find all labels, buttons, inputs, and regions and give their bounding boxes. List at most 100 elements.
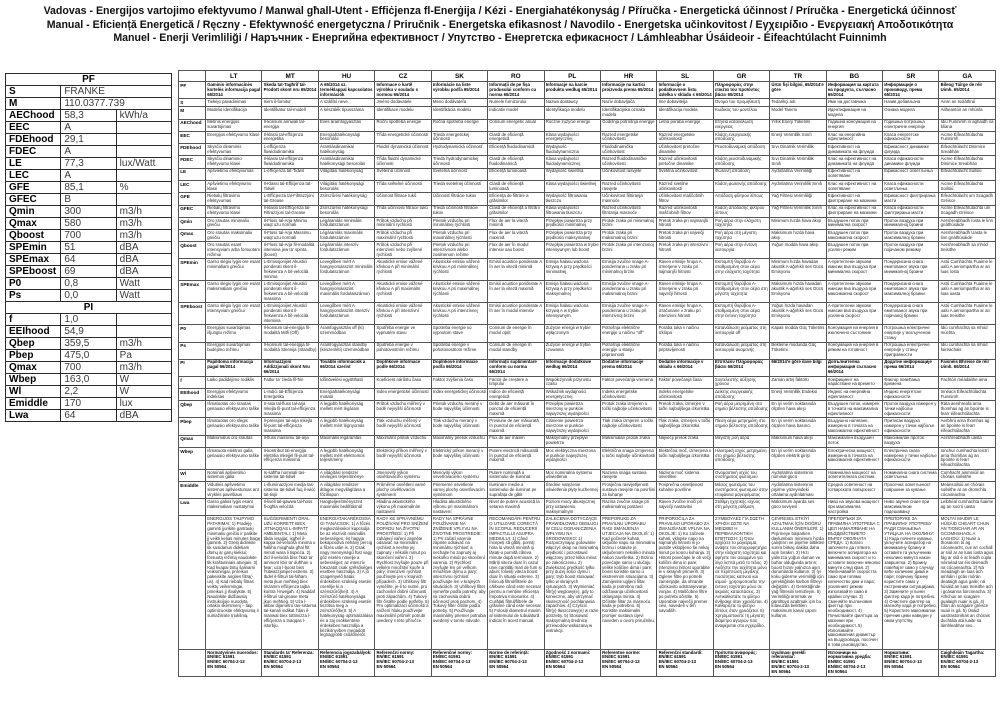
translation-row: SPEmin Garso slėgio lygis ore esant minim… — [178, 258, 996, 282]
param-value: 51 — [60, 241, 117, 254]
translation-cell: Въздушен поток при минимална скорост — [825, 216, 884, 231]
translation-cell: Emisja hałasu ważona krzywą A w trybie i… — [543, 302, 601, 326]
param-code: Qmax — [4, 217, 62, 230]
translation-cell: Ознака модела — [882, 106, 940, 120]
param-code: GFEC — [4, 193, 62, 206]
title-line-2: Manual - Eficiență Energetică / Ręczny -… — [46, 18, 954, 31]
translation-cell: Просечна осветљеност површине за кување — [882, 481, 940, 500]
translation-cell: L-Emissjonijiet Akustiċi ponderati skont… — [261, 258, 319, 282]
language-header: SL — [656, 69, 714, 83]
translation-cell: Maximálny prietok vzduchu — [430, 434, 489, 448]
row-code: Qmin — [178, 216, 206, 231]
translation-cell: ΣΥΜΒΟΥΛΕΣ ΓΙΑ ΣΩΣΤΗ ΧΡΗΣΗ ΩΣΤΕ ΝΑ ΜΕΙΩΘΕ… — [712, 515, 771, 650]
translation-cell: Нормативи: EN/IEC 61591 EN/IEC 60704-2-1… — [882, 648, 940, 677]
translation-cell: Hladina akustického výkonu pri maximálno… — [430, 498, 489, 517]
param-row: S FRANKE — [4, 85, 172, 98]
translation-cell: Poraba toka v načinu pripravljenosti — [656, 341, 714, 360]
translation-cell: Gaminio informacinės kortelės informacij… — [204, 81, 263, 100]
translation-cell: Identifikacija modela — [656, 106, 714, 120]
translation-cell: Przepływ powietrza przy prędkości minima… — [543, 216, 601, 231]
language-header: GR — [712, 69, 771, 83]
row-code: AEChood — [178, 118, 206, 132]
translation-cell: Класа ефикасности динамике флуида — [882, 155, 940, 169]
translation-cell: Innéacs Éifeachtúlachta Fuinnimh — [938, 388, 996, 402]
translation-cell: Consum energetic anual — [487, 118, 545, 132]
translation-cell: Emisija zvučne snage A-ponderirana u zra… — [599, 302, 658, 326]
translation-cell: Проток ваздуха при максималној брзини — [882, 229, 940, 243]
translation-cell: Vidutinis apšvietimo sistemos apšviestum… — [204, 481, 263, 500]
translation-cell: Referenční normy: EN/IEC 61591 EN/IEC 60… — [374, 648, 432, 677]
translation-cell: Clasă de eficiență luminoasă — [487, 179, 545, 194]
translation-cell: RADY NA SPRÁVNE POUŽÍVANIE NA ZNÍŽENIE V… — [430, 515, 489, 650]
translation-cell: Éifeachtúlacht um Scagadh Gréisce — [938, 192, 996, 206]
translation-cell: Numele furnizorului — [487, 98, 545, 108]
translation-cell: Putere electrică măsurată în punctul de … — [487, 446, 545, 470]
translation-cell: Akustické emise vážené křivkou A při int… — [374, 302, 432, 326]
translation-cell: Ídiú Fuinnimh in aghaidh na bliana — [938, 118, 996, 132]
translation-cell: Ефикасност динамике флуида — [882, 143, 940, 157]
translation-cell: RECOMANDĂRI PENTRU O UTILIZARE CORECTĂ Î… — [487, 515, 545, 650]
param-row: SPEmax 64 dBA — [4, 253, 173, 266]
translation-cell: Il-klassi tal-effiċjenza enerġetika — [261, 130, 319, 145]
param-value: A — [60, 169, 117, 182]
translation-cell: Razred učinkovitosti maščobnih filtrov — [656, 204, 714, 218]
translation-cell: Bekleme modunda Güç Tüketimi — [769, 341, 827, 360]
translation-cell: Is-saħħa nominali tas-sistema tat-tidwil — [261, 468, 319, 483]
param-row: Emiddle 170 lux — [4, 397, 173, 410]
translation-cell: Επιπλέον Πληροφορίες βάσει 66/2014 — [712, 358, 771, 377]
translation-cell: Apšvietimo efektyvumas — [204, 167, 263, 181]
translation-cell: Skysčio dinaminis efektyvumas — [204, 143, 263, 157]
translation-cell: Energiahatékonysági besorolás — [317, 130, 376, 145]
translation-cell: Przepływ powietrza mierzony w punkcie na… — [543, 400, 601, 419]
translation-row: ENERGIJOS TAUPYMO PATARIMAI: 1) Pradėję … — [178, 515, 996, 650]
param-value: 54,9 — [60, 325, 117, 338]
translation-cell: Il-pressjoni tal-arja mkejla fil-punt ta… — [261, 417, 319, 436]
translation-cell: Roczne zużycie energii — [543, 118, 601, 132]
translation-cell: Годишна консумация на енергия — [825, 118, 884, 132]
translation-cell: Il-klassi tal-Effiċjenza tal-Filtrazzjon… — [261, 204, 319, 218]
translation-cell: További információk a 66/2014 szerint — [317, 358, 376, 377]
translation-cell: ENERGIJOS TAUPYMO PATARIMAI: 1) Pradėję … — [204, 515, 263, 650]
param-row: FDEhood 29,1 — [4, 133, 173, 146]
translation-cell: Il-fluss massimu tal-arja — [261, 434, 319, 448]
row-code: FDEC — [178, 155, 206, 169]
translation-row: EEC Energijos efektyvumo klasė Il-klassi t… — [178, 130, 996, 145]
translation-cell: Isem il-fornitur — [261, 98, 319, 108]
translation-cell: Μέσος φωτισμός του συστήματος φωτισμού σ… — [712, 481, 771, 500]
param-value: 1,0 — [60, 313, 117, 326]
translation-cell: Ürün fişi bilgisi, 65/2014'e göre — [769, 81, 827, 100]
translation-cell: Akustické emise vážené křivkou A při min… — [374, 258, 432, 282]
param-row: Qboost 700 m3/h — [4, 229, 173, 242]
translation-row: LEC Apšvietimo efektyvumo klasė Il-Klassi … — [178, 179, 996, 194]
translation-cell: Aicme Éifeachtúlachta um Scagadh Gréisce — [938, 204, 996, 218]
param-code: SPEmax — [4, 253, 62, 266]
param-unit: m3/h — [115, 217, 173, 230]
param-code: Emiddle — [4, 397, 62, 410]
translation-cell: Il-konsum tal-enerġija fil-modalità Mitf… — [261, 324, 319, 343]
translation-cell: Razina zvučne snage pri maksimalnoj post… — [599, 498, 658, 517]
param-value: 2,2 — [60, 385, 117, 398]
translation-cell: Světelná účinnost — [374, 167, 432, 181]
translation-cell: Razred energetske učinkovitosti — [599, 130, 658, 145]
translation-cell: Ροή αέρα στην ελάχιστη ταχύτητα — [712, 216, 771, 231]
translation-cell: En iyi verim noktasında ölçülen hava bas… — [769, 417, 827, 436]
param-value: 0,8 — [60, 277, 117, 290]
translation-cell: Průtok vzduchu měřený v bodě nejvyšší úč… — [374, 400, 432, 419]
param-unit: Pa — [115, 349, 173, 362]
translation-cell: Průtok vzduchu při minimální rychlosti — [374, 216, 432, 231]
title-line-3: Manuel - Enerji Verimliliği / Наръчник -… — [113, 32, 887, 45]
translation-cell: Индекс на енергийна ефективност — [825, 388, 884, 402]
translation-cell: Referencia jogszabályok: EN/IEC 61591 EN… — [317, 648, 376, 677]
section-row: PF — [5, 73, 172, 86]
translation-cell: Tlak vzduchu měřený v bodě nejvyšší účin… — [374, 417, 432, 436]
translation-cell: Išmatuota elektros galia geriausio efekt… — [204, 446, 263, 470]
translation-cell: Áramlásdinamikai hatékonysági besorolás — [317, 155, 376, 169]
param-unit: dBA — [115, 253, 173, 266]
translation-cell: Yağ Filtresi Verimlilik Sınıfı — [769, 204, 827, 218]
translation-cell: Energijos efektyvumo klasė — [204, 130, 263, 145]
translation-cell: Aershreabhadh sa mhód treisithe — [938, 241, 996, 260]
translation-cell: Priemerné osvetlenie varnej plochy osvet… — [430, 481, 489, 500]
translation-cell: Áramlásdinamikai hatékonyság — [317, 143, 376, 157]
translation-cell: Maksimalan protok zraka — [599, 434, 658, 448]
